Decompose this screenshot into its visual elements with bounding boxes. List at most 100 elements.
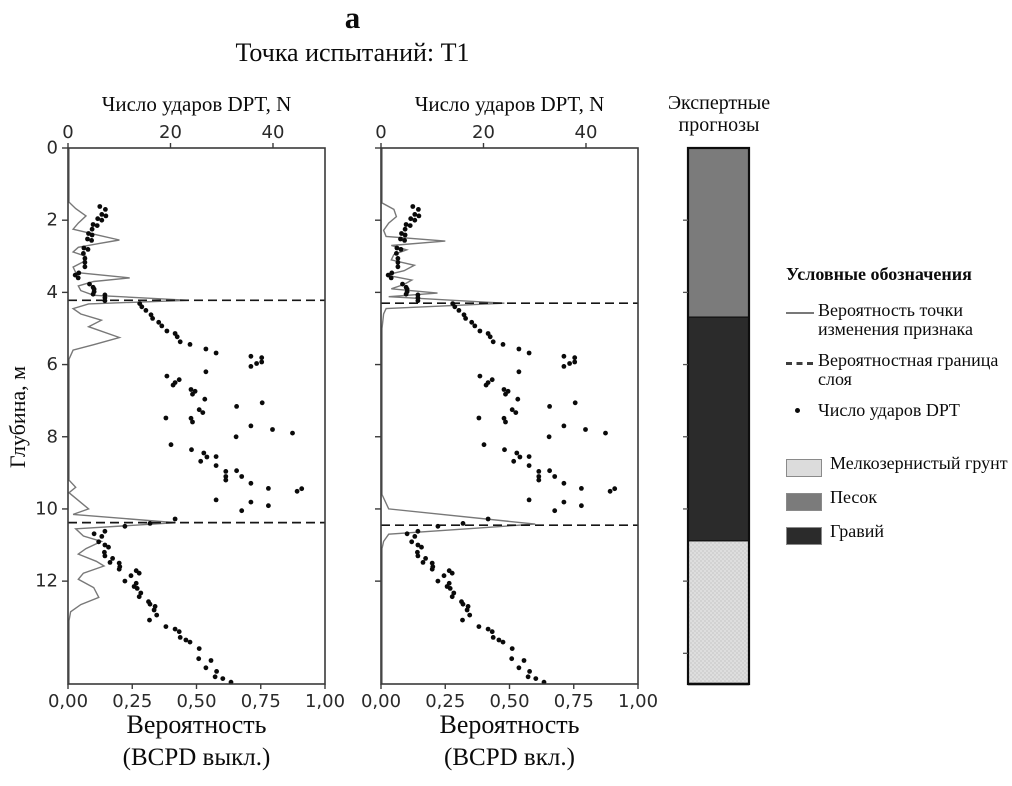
dpt-point	[572, 359, 578, 365]
dpt-point	[415, 549, 420, 555]
dpt-point	[99, 212, 105, 217]
dpt-point	[196, 646, 202, 651]
dpt-point	[415, 553, 421, 559]
dpt-point	[147, 601, 153, 607]
dpt-point	[412, 217, 418, 223]
dpt-point	[122, 578, 128, 584]
legend-item-label: Число ударов DPT	[818, 400, 960, 420]
dpt-point	[239, 508, 245, 514]
panel-bcpd-on: 0 20 40 0,00 0,25 0,50 0,75 1,00	[361, 122, 658, 712]
dpt-point	[398, 236, 403, 242]
dpt-point	[467, 612, 473, 618]
dpt-point	[465, 604, 471, 609]
dpt-point	[91, 531, 97, 537]
legend-panel: Условные обозначения Вероятность точки и…	[786, 264, 1012, 556]
dpt-point	[176, 377, 182, 383]
dpt-point	[220, 676, 226, 681]
panel-frame	[67, 147, 326, 685]
dpt-point	[106, 544, 111, 550]
dpt-point	[134, 586, 140, 591]
dpt-point	[75, 275, 81, 281]
prob-axis-sublabel-bcpd-off: (BCPD выкл.)	[122, 744, 271, 771]
dpt-point	[89, 226, 95, 232]
dpt-point	[536, 477, 542, 483]
svg-text:20: 20	[472, 122, 495, 143]
dpt-point	[196, 407, 202, 413]
dpt-point	[163, 624, 169, 629]
dpt-point	[409, 539, 415, 545]
dpt-point	[572, 355, 578, 361]
dpt-point	[496, 637, 502, 643]
dpt-point	[408, 216, 414, 222]
dpt-point	[202, 396, 208, 402]
legend-item-label: Вероятностная граница слоя	[818, 350, 999, 389]
dpt-point	[196, 656, 202, 662]
dpt-point	[525, 674, 531, 680]
dpt-point	[259, 355, 265, 361]
dpt-point	[429, 560, 435, 566]
dpt-point	[503, 391, 508, 397]
dpt-point	[419, 544, 424, 550]
dpt-point	[164, 328, 170, 334]
dpt-point	[449, 594, 455, 600]
dpt-point	[190, 391, 195, 397]
dpt-point	[85, 236, 90, 242]
dpt-point	[526, 350, 532, 356]
dpt-point	[509, 656, 515, 662]
dpt-point	[223, 469, 229, 474]
dpt-point	[87, 281, 92, 287]
svg-text:0,25: 0,25	[112, 691, 152, 712]
legend-title: Условные обозначения	[786, 264, 972, 284]
dpt-point	[213, 497, 219, 503]
dpt-point	[201, 450, 207, 456]
dpt-point	[511, 458, 517, 464]
dpt-point	[177, 635, 183, 640]
dpt-point	[139, 304, 145, 310]
dpt-point	[423, 556, 428, 561]
dpt-point	[402, 232, 408, 238]
svg-text:8: 8	[47, 426, 58, 447]
svg-text:0,50: 0,50	[489, 691, 529, 712]
dpt-point	[148, 312, 154, 318]
dpt-point	[460, 521, 466, 526]
legend-item-changepoint-curve: Вероятность точки изменения признака	[786, 301, 1012, 339]
dpt-point	[579, 503, 584, 509]
dpt-point	[189, 447, 194, 453]
dpt-point	[239, 474, 245, 479]
dpt-point	[208, 658, 214, 663]
dpt-point	[198, 458, 204, 464]
dpt-point	[420, 560, 426, 565]
dpt-point	[248, 364, 254, 369]
dpt-point	[266, 503, 271, 509]
soil-label: Песок	[830, 487, 878, 507]
dpt-point	[200, 410, 206, 415]
dpt-point	[461, 312, 467, 318]
dpt-point	[116, 566, 122, 572]
dpt-point	[213, 454, 219, 459]
svg-text:40: 40	[262, 122, 285, 143]
dashed-line-icon	[786, 351, 818, 365]
dpt-point	[501, 387, 507, 392]
svg-text:1,00: 1,00	[618, 691, 658, 712]
dpt-point	[188, 415, 194, 421]
dpt-point	[388, 275, 394, 281]
svg-text:1,00: 1,00	[305, 691, 345, 712]
dpt-point	[415, 542, 421, 548]
dpt-point	[477, 373, 483, 379]
dpt-point	[514, 450, 520, 456]
dpt-point	[187, 639, 193, 645]
expert-column-header: Экспертные прогнозы	[667, 92, 771, 136]
svg-text:0,50: 0,50	[176, 691, 216, 712]
soil-label: Гравий	[830, 521, 885, 541]
dpt-point	[152, 604, 158, 609]
svg-text:0,00: 0,00	[361, 691, 401, 712]
dpt-point	[515, 396, 521, 402]
changepoint-probability-curve	[67, 148, 189, 684]
dpt-point	[259, 400, 265, 406]
sand-swatch	[786, 493, 822, 511]
dpt-point	[398, 247, 404, 252]
dpt-point	[89, 238, 94, 243]
dpt-point	[95, 216, 101, 222]
dpt-point	[416, 207, 421, 212]
dpt-point	[188, 387, 194, 392]
